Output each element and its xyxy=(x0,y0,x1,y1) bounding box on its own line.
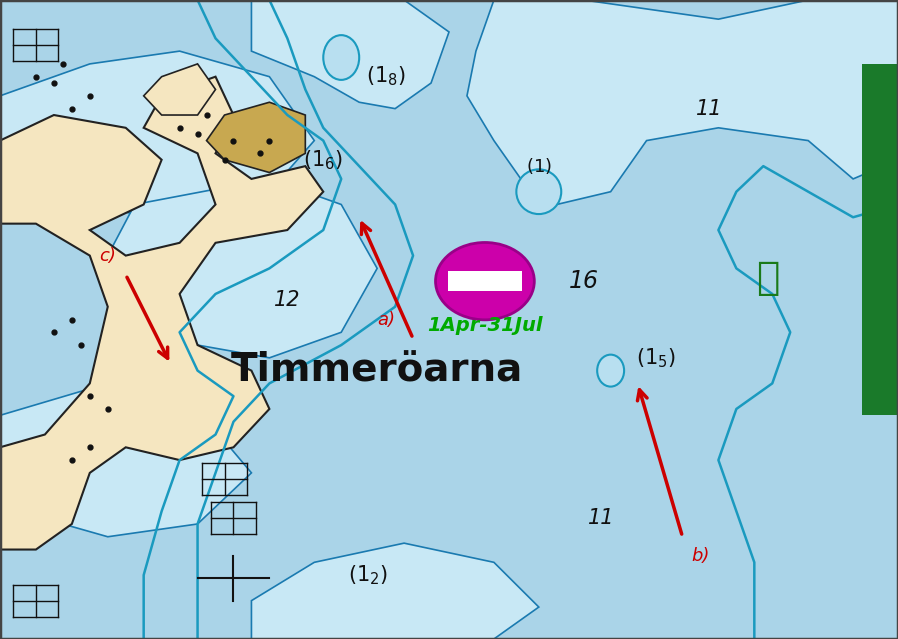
Text: 11: 11 xyxy=(588,507,615,528)
Text: 🦆: 🦆 xyxy=(756,259,779,297)
Polygon shape xyxy=(251,543,539,639)
Text: $(1_6)$: $(1_6)$ xyxy=(304,148,343,171)
Bar xyxy=(862,64,898,415)
Text: $(1)$: $(1)$ xyxy=(526,156,551,176)
Polygon shape xyxy=(0,77,323,550)
Polygon shape xyxy=(108,179,377,358)
Text: c): c) xyxy=(100,247,116,265)
Text: $(1_5)$: $(1_5)$ xyxy=(636,346,675,369)
Text: a): a) xyxy=(377,311,395,328)
Polygon shape xyxy=(207,102,305,173)
Text: 11: 11 xyxy=(696,98,723,119)
FancyBboxPatch shape xyxy=(448,272,522,291)
Polygon shape xyxy=(144,64,216,115)
Text: $(1_2)$: $(1_2)$ xyxy=(348,564,388,587)
Text: 12: 12 xyxy=(274,290,301,311)
Ellipse shape xyxy=(436,243,534,320)
Polygon shape xyxy=(467,0,898,204)
Ellipse shape xyxy=(597,355,624,387)
Polygon shape xyxy=(0,51,314,224)
Polygon shape xyxy=(251,0,449,109)
Ellipse shape xyxy=(516,169,561,214)
Text: 16: 16 xyxy=(568,269,599,293)
Text: Timmeröarna: Timmeröarna xyxy=(231,351,524,390)
Text: b): b) xyxy=(691,547,709,565)
Text: 1Apr-31Jul: 1Apr-31Jul xyxy=(427,316,542,335)
Text: $(1_8)$: $(1_8)$ xyxy=(366,65,406,88)
Ellipse shape xyxy=(323,35,359,80)
Polygon shape xyxy=(0,383,251,537)
